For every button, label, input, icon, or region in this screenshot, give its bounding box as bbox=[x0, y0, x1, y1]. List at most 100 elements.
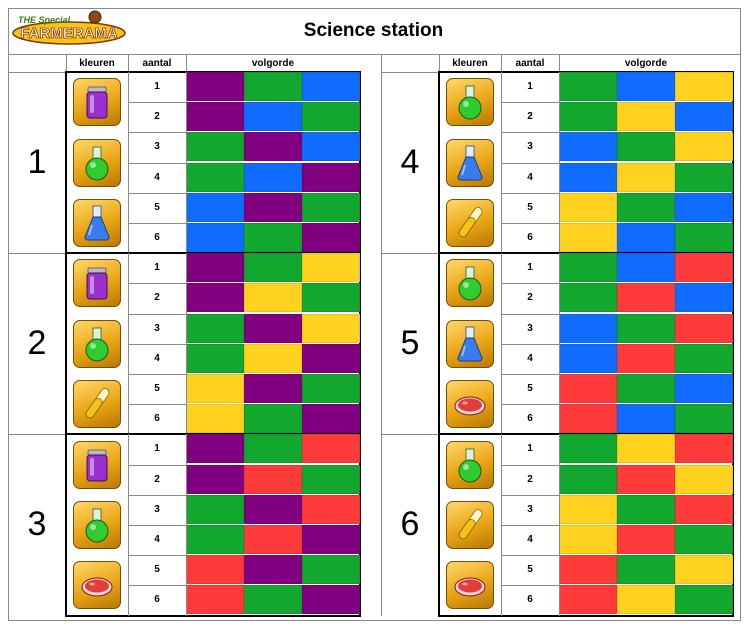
group-number: 2 bbox=[27, 324, 47, 363]
color-cell-P bbox=[186, 72, 244, 101]
green-flask-icon bbox=[446, 440, 494, 489]
order-column-rule bbox=[559, 434, 560, 616]
color-cell-R bbox=[559, 585, 617, 615]
group-number: 4 bbox=[400, 143, 420, 181]
row-divider bbox=[501, 464, 559, 466]
green-flask-icon bbox=[446, 78, 494, 127]
color-cell-G bbox=[244, 72, 302, 101]
count-cell: 6 bbox=[527, 594, 533, 606]
color-cell-R bbox=[675, 494, 733, 524]
red-petri-dish-icon bbox=[446, 380, 494, 429]
count-cell: 6 bbox=[527, 232, 533, 243]
color-cell-G bbox=[244, 434, 302, 464]
row-divider bbox=[501, 585, 559, 587]
color-cell-G bbox=[675, 525, 733, 554]
color-cell-P bbox=[244, 132, 302, 162]
color-cell-R bbox=[617, 343, 675, 373]
color-cell-B bbox=[186, 192, 244, 222]
color-cell-B bbox=[302, 132, 360, 162]
row-divider bbox=[128, 585, 186, 587]
green-flask-icon bbox=[73, 501, 121, 549]
count-column-rule bbox=[501, 72, 502, 254]
color-cell-G bbox=[675, 162, 733, 192]
color-cell-G bbox=[302, 102, 360, 132]
color-cell-G bbox=[617, 555, 675, 585]
row-divider bbox=[128, 132, 186, 134]
color-cell-G bbox=[617, 313, 675, 343]
row-divider bbox=[501, 525, 559, 526]
row-divider bbox=[128, 102, 186, 104]
count-cell: 4 bbox=[154, 534, 160, 545]
row-divider bbox=[128, 555, 186, 557]
count-cell: 3 bbox=[527, 322, 533, 334]
color-cell-Y bbox=[675, 555, 733, 585]
color-cell-G bbox=[617, 374, 675, 403]
yellow-test-tube-icon bbox=[73, 380, 121, 429]
color-cell-G bbox=[244, 223, 302, 252]
count-cell: 4 bbox=[154, 171, 160, 183]
color-cell-G bbox=[559, 434, 617, 464]
row-divider bbox=[128, 223, 186, 224]
color-cell-R bbox=[617, 525, 675, 554]
color-cell-Y bbox=[617, 585, 675, 615]
count-cell: 3 bbox=[527, 503, 533, 515]
row-divider bbox=[501, 313, 559, 315]
color-cell-B bbox=[302, 72, 360, 101]
color-cell-Y bbox=[559, 192, 617, 222]
count-cell: 1 bbox=[154, 443, 160, 455]
color-cell-P bbox=[186, 434, 244, 464]
column-rule bbox=[559, 55, 560, 72]
row-divider bbox=[128, 283, 186, 285]
header-colors: kleuren bbox=[452, 58, 488, 69]
color-cell-G bbox=[244, 253, 302, 283]
count-cell: 2 bbox=[154, 473, 160, 485]
color-cell-P bbox=[302, 223, 360, 252]
row-divider bbox=[501, 102, 559, 104]
color-cell-P bbox=[302, 585, 360, 615]
color-cell-R bbox=[244, 525, 302, 554]
color-cell-R bbox=[675, 313, 733, 343]
group-number: 6 bbox=[400, 505, 420, 544]
count-cell: 6 bbox=[154, 413, 160, 425]
count-cell: 6 bbox=[154, 232, 160, 243]
purple-potion-jar-icon bbox=[73, 259, 121, 308]
color-cell-G bbox=[675, 404, 733, 434]
row-divider bbox=[501, 494, 559, 496]
color-cell-G bbox=[617, 192, 675, 222]
color-cell-Y bbox=[302, 253, 360, 283]
yellow-test-tube-icon bbox=[446, 501, 494, 549]
count-cell: 2 bbox=[527, 111, 533, 123]
count-cell: 4 bbox=[527, 352, 533, 364]
table-left-rule bbox=[8, 55, 9, 616]
color-cell-B bbox=[186, 223, 244, 252]
green-flask-icon bbox=[73, 138, 121, 187]
svg-text:THE Special: THE Special bbox=[18, 15, 71, 25]
color-cell-R bbox=[559, 374, 617, 403]
purple-potion-jar-icon bbox=[73, 78, 121, 127]
color-cell-B bbox=[675, 374, 733, 403]
color-cell-P bbox=[244, 192, 302, 222]
color-cell-P bbox=[302, 343, 360, 373]
count-cell: 5 bbox=[527, 201, 533, 213]
count-cell: 5 bbox=[154, 383, 160, 394]
color-cell-P bbox=[244, 494, 302, 524]
color-cell-B bbox=[559, 162, 617, 192]
order-column-rule bbox=[186, 434, 187, 616]
color-cell-B bbox=[559, 132, 617, 162]
color-cell-G bbox=[302, 464, 360, 494]
color-cell-G bbox=[244, 404, 302, 434]
color-cell-B bbox=[617, 223, 675, 252]
color-cell-P bbox=[244, 555, 302, 585]
red-petri-dish-icon bbox=[446, 561, 494, 610]
color-cell-P bbox=[302, 162, 360, 192]
color-cell-R bbox=[186, 585, 244, 615]
count-cell: 1 bbox=[154, 81, 160, 92]
header-order: volgorde bbox=[251, 58, 295, 69]
color-cell-G bbox=[186, 313, 244, 343]
row-divider bbox=[501, 162, 559, 164]
green-flask-icon bbox=[446, 259, 494, 308]
row-divider bbox=[128, 162, 186, 164]
count-cell: 6 bbox=[154, 594, 160, 606]
color-cell-G bbox=[186, 132, 244, 162]
count-cell: 3 bbox=[154, 503, 160, 515]
